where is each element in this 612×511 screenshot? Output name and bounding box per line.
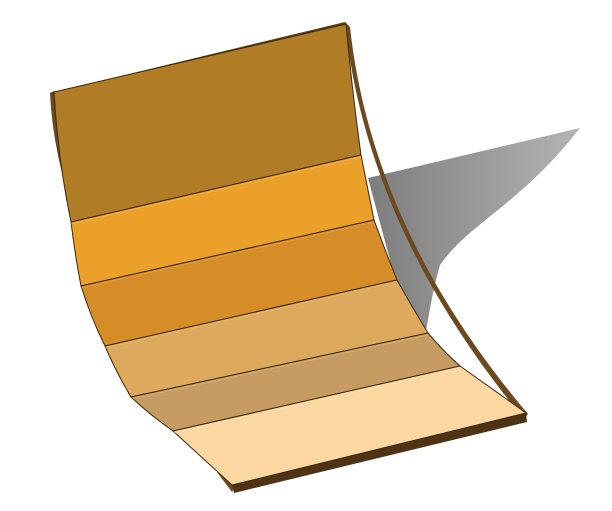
panel-6 [171,365,528,486]
seam-highlight-5 [172,367,461,434]
sheet-bottom-edge [232,413,527,493]
seam-highlight-2 [80,221,375,289]
seam-highlight-1 [70,156,362,225]
seam-highlight-3 [104,281,398,349]
seam-highlight-4 [130,334,429,400]
cast-shadow [368,128,580,335]
